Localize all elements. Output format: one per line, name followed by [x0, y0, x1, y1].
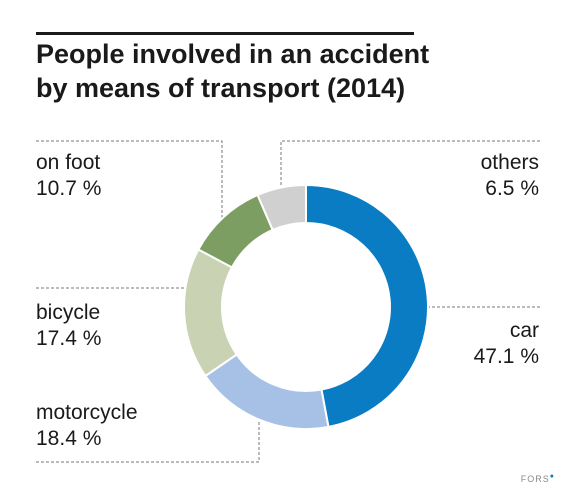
brand-logo: FORS●	[521, 473, 555, 484]
leader-line-on-foot	[36, 140, 223, 222]
leader-line-others	[280, 140, 540, 196]
label-motorcycle: motorcycle 18.4 %	[36, 400, 138, 452]
chart-title-line-2: by means of transport (2014)	[36, 73, 406, 103]
label-car-name: car	[509, 319, 539, 342]
brand-name: FORS	[520, 474, 550, 484]
donut-slices	[183, 183, 429, 430]
label-others-value: 6.5 %	[485, 177, 539, 200]
chart-title: People involved in an accident by means …	[36, 37, 556, 105]
slice-others	[256, 183, 307, 232]
label-car-value: 47.1 %	[473, 345, 539, 368]
label-motorcycle-value: 18.4 %	[36, 427, 102, 450]
label-on-foot-name: on foot	[36, 151, 101, 174]
leader-lines	[36, 140, 540, 463]
label-on-foot: on foot 10.7 %	[36, 150, 101, 202]
label-others-name: others	[480, 151, 539, 174]
label-car: car 47.1 %	[474, 318, 539, 370]
label-motorcycle-name: motorcycle	[36, 401, 138, 424]
slice-car	[305, 183, 429, 429]
slice-bicycle	[183, 248, 239, 378]
slice-motorcycle	[203, 353, 330, 430]
label-others: others 6.5 %	[481, 150, 539, 202]
label-on-foot-value: 10.7 %	[36, 177, 102, 200]
label-bicycle-name: bicycle	[36, 301, 101, 324]
brand-mark-icon: ●	[549, 473, 555, 480]
label-bicycle-value: 17.4 %	[36, 327, 102, 350]
title-rule	[36, 32, 414, 35]
leader-line-motorcycle	[36, 416, 260, 463]
label-bicycle: bicycle 17.4 %	[36, 300, 101, 352]
chart-title-line-1: People involved in an accident	[36, 39, 430, 69]
